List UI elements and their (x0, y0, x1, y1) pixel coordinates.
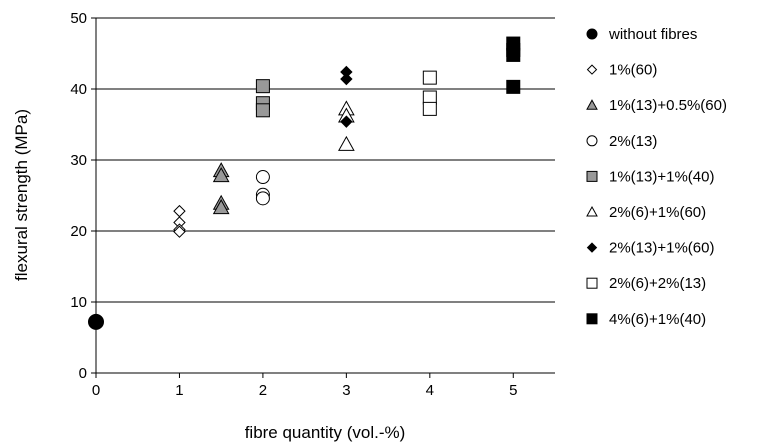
legend-marker (586, 170, 598, 182)
legend-marker (586, 313, 598, 325)
data-point (340, 115, 353, 128)
data-point (88, 313, 104, 330)
y-ticks: 0 10 20 30 40 50 (70, 10, 96, 382)
legend-label: 2%(6)+1%(60) (609, 204, 706, 221)
legend-label: 2%(13)+1%(60) (609, 240, 714, 257)
data-point (422, 70, 437, 85)
data-point (506, 79, 521, 94)
data-point (212, 199, 230, 215)
data-point (255, 191, 270, 206)
x-tick-label: 5 (509, 382, 517, 399)
legend-label: 1%(60) (609, 62, 657, 79)
y-tick-label: 10 (70, 294, 87, 311)
data-point (255, 103, 270, 118)
x-tick-label: 1 (175, 382, 183, 399)
data-point (338, 135, 355, 151)
legend-label: without fibres (608, 26, 697, 43)
legend-marker (586, 242, 598, 253)
y-tick-label: 0 (79, 365, 87, 382)
data-point (506, 47, 521, 62)
legend-marker (586, 99, 598, 110)
x-axis-title: fibre quantity (vol.-%) (245, 423, 406, 442)
legend-marker (586, 64, 598, 75)
legend-marker (586, 277, 598, 289)
data-point (212, 167, 230, 183)
x-tick-label: 2 (259, 382, 267, 399)
legend-label: 2%(13) (609, 133, 657, 150)
y-tick-label: 40 (70, 81, 87, 98)
data-point (340, 72, 353, 86)
legend-label: 2%(6)+2%(13) (609, 275, 706, 292)
data-points (88, 36, 521, 330)
x-ticks: 0 1 2 3 4 5 (92, 373, 517, 399)
data-point (173, 225, 186, 238)
legend-marker (586, 28, 598, 40)
data-point (255, 170, 270, 185)
y-tick-label: 20 (70, 223, 87, 240)
data-point (255, 79, 270, 94)
data-point (173, 204, 186, 218)
legend-marker (586, 205, 598, 217)
legend-label: 1%(13)+0.5%(60) (609, 97, 727, 114)
data-point (422, 101, 437, 116)
grid-lines (96, 17, 555, 303)
legend-label: 4%(6)+1%(40) (609, 311, 706, 328)
x-tick-label: 4 (426, 382, 434, 399)
y-axis-title: flexural strength (MPa) (12, 109, 31, 281)
x-tick-label: 3 (342, 382, 350, 399)
legend-marker (586, 135, 598, 147)
y-tick-label: 50 (70, 10, 87, 27)
axes (95, 18, 555, 374)
y-tick-label: 30 (70, 152, 87, 169)
legend: without fibres 1%(60) 1%(13)+0.5%(60) 2%(13… (586, 26, 727, 328)
legend-label: 1%(13)+1%(40) (609, 168, 714, 185)
x-tick-label: 0 (92, 382, 100, 399)
